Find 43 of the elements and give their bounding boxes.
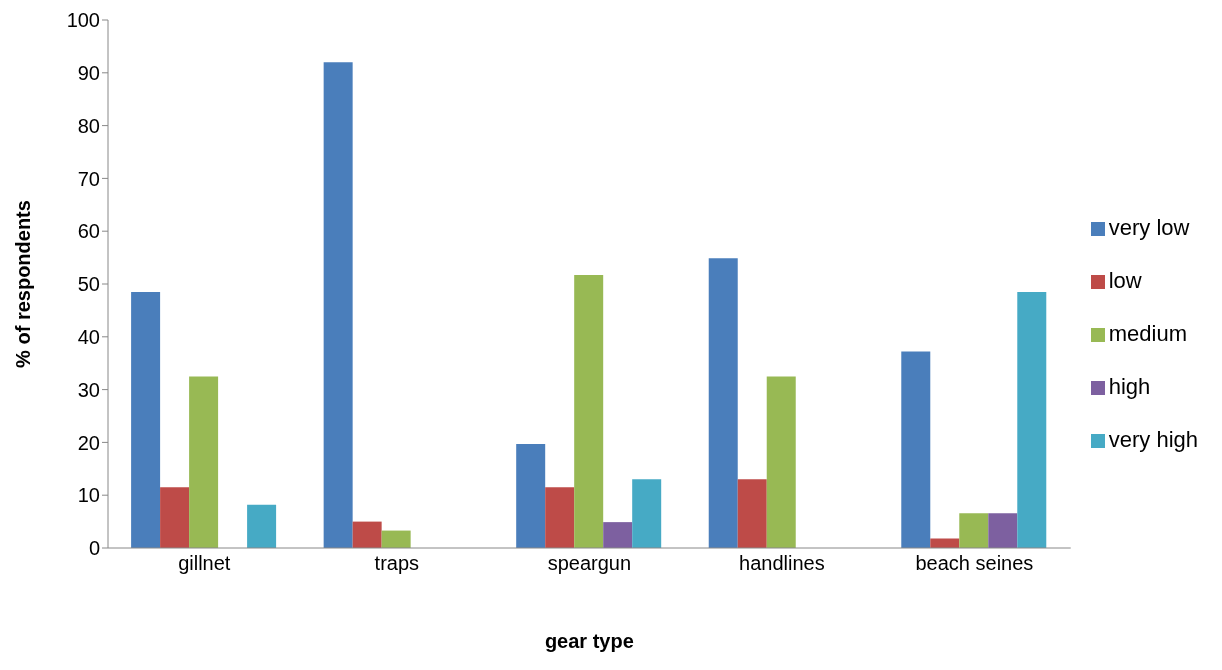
y-tick-label: 80 [77,114,100,137]
bar [959,513,989,548]
y-tick-label: 90 [77,61,100,84]
bar [545,487,575,548]
legend-label: low [1108,267,1142,293]
x-tick-label: handlines [739,552,825,575]
x-tick-label: beach seines [915,552,1034,575]
y-tick-label: 0 [88,537,100,560]
y-axis-title: % of respondents [12,200,35,368]
bar [632,479,662,548]
legend-label: very low [1108,214,1190,240]
bar [189,376,219,548]
bar [1017,291,1047,548]
x-tick-label: speargun [547,552,632,575]
bar [766,376,796,548]
bar [901,351,931,548]
y-tick-label: 60 [77,220,100,243]
x-tick-label: traps [374,552,420,575]
bar [323,62,353,548]
bar [247,504,277,548]
bar [708,258,738,548]
y-tick-label: 70 [77,167,100,190]
bar [381,530,411,548]
bar [516,443,546,548]
bar [574,275,604,548]
y-tick-label: 100 [66,9,100,32]
y-tick-label: 50 [77,273,100,296]
bar [160,487,190,548]
legend-label: medium [1108,320,1187,346]
bar [603,522,633,548]
bar [131,291,161,548]
x-tick-label: gillnet [178,552,231,575]
bar [352,521,382,548]
legend-label: very high [1108,426,1198,452]
y-tick-label: 30 [77,378,100,401]
y-tick-label: 10 [77,484,100,507]
legend-label: high [1108,373,1151,399]
y-tick-label: 40 [77,325,100,348]
bar [737,479,767,548]
bar [930,538,960,548]
x-axis-title: gear type [544,630,634,652]
bar [988,513,1018,548]
y-tick-label: 20 [77,431,100,454]
